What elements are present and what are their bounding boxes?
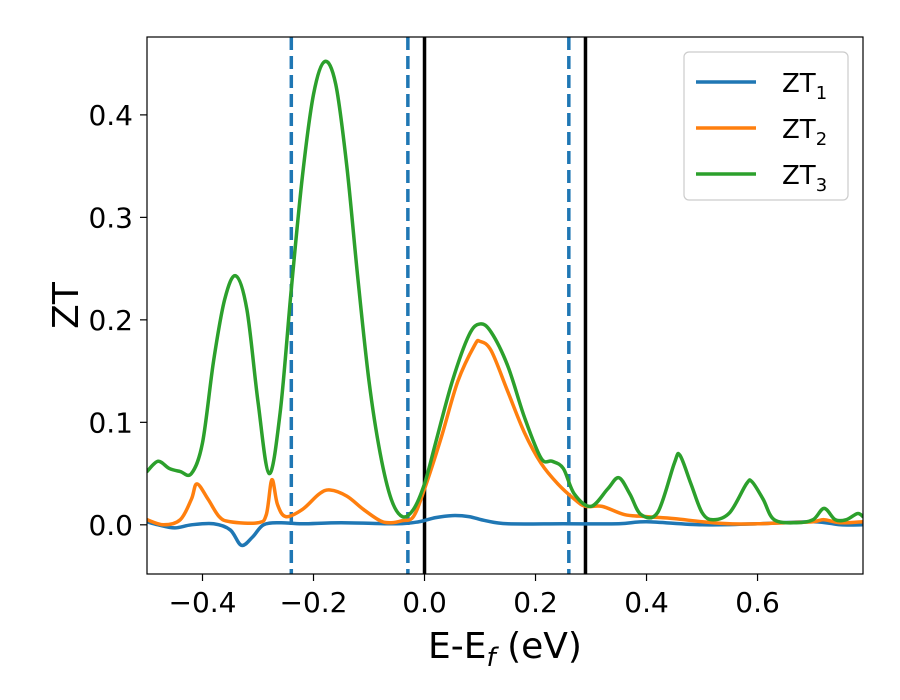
- vertical-reference-lines: [289, 37, 588, 574]
- x-tick-label: −0.2: [280, 586, 348, 619]
- y-tick-label: 0.1: [88, 406, 133, 439]
- x-tick-label: −0.4: [169, 586, 237, 619]
- x-tick-label: 0.4: [624, 586, 669, 619]
- series-line-zt3: [147, 59, 863, 525]
- x-tick-label: 0.2: [513, 586, 558, 619]
- legend-label-zt2: ZT2: [782, 115, 827, 150]
- y-tick-label: 0.0: [88, 509, 133, 542]
- legend-label-zt3: ZT3: [782, 161, 827, 196]
- legend-box: [683, 51, 849, 201]
- legend-label-zt1: ZT1: [782, 69, 827, 104]
- series-line-zt1: [147, 513, 863, 548]
- x-tick-label: 0.0: [402, 586, 447, 619]
- series-lines: [147, 59, 863, 548]
- y-axis-label: ZT: [46, 281, 87, 329]
- plot-frame: [146, 36, 864, 575]
- x-axis-label: E-Ef (eV): [428, 626, 582, 673]
- series-line-zt2: [147, 338, 863, 527]
- y-axis-ticks: 0.0 0.1 0.2 0.3 0.4: [88, 99, 147, 542]
- x-tick-label: 0.6: [735, 586, 780, 619]
- legend: ZT1 ZT2 ZT3: [683, 51, 849, 201]
- y-tick-label: 0.2: [88, 304, 133, 337]
- y-tick-label: 0.3: [88, 201, 133, 234]
- y-tick-label: 0.4: [88, 99, 133, 132]
- x-axis-ticks: −0.4 −0.2 0.0 0.2 0.4 0.6: [169, 574, 780, 619]
